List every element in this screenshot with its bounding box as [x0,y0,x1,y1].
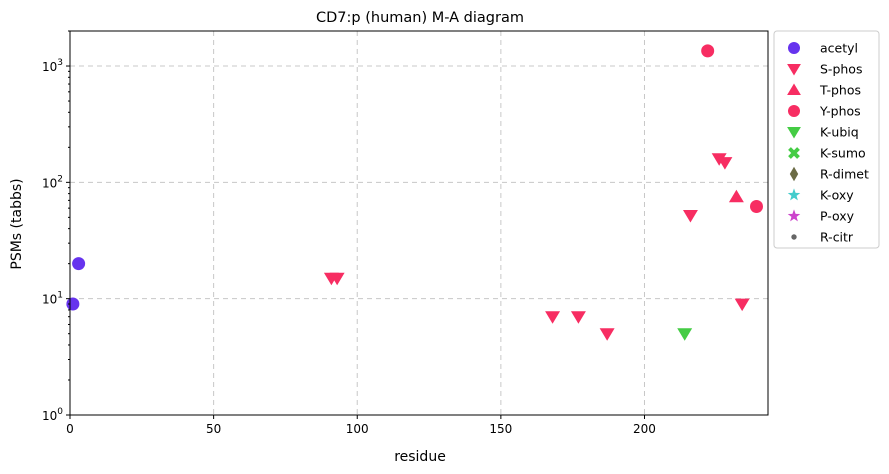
y-tick-exponent: 3 [57,58,63,68]
legend-label: Y-phos [819,104,861,119]
legend-label: K-sumo [820,146,866,161]
x-tick-label: 0 [66,422,74,436]
y-tick-exponent: 1 [57,291,63,301]
legend-marker [788,105,800,117]
data-point-s-phos [545,311,561,324]
legend-label: K-oxy [820,188,854,203]
data-point-y-phos [750,199,764,213]
y-tick-label: 100 [42,407,63,423]
legend-marker [789,166,799,182]
chart-title: CD7:p (human) M-A diagram [316,10,524,26]
legend-marker [788,42,800,54]
data-point-y-phos [701,44,715,58]
legend-label: S-phos [820,62,862,77]
legend-label: R-citr [820,230,854,245]
data-point-s-phos [570,311,586,324]
data-points [66,44,764,341]
x-tick-label: 50 [206,422,221,436]
y-tick-label: 103 [42,58,63,74]
y-tick-base: 10 [42,60,57,74]
data-point-s-phos [599,328,615,341]
x-axis-label: residue [394,449,446,465]
x-tick-label: 100 [346,422,369,436]
legend-marker [787,127,801,139]
data-point-s-phos [682,209,698,223]
grid-lines [69,31,768,416]
legend-marker [787,83,801,95]
legend-label: acetyl [820,41,858,56]
y-tick-base: 10 [42,293,57,307]
legend-marker [788,147,800,159]
data-point-s-phos [329,272,345,286]
data-point-t-phos [728,189,744,203]
plot-area [69,30,769,416]
data-point-acetyl [72,257,86,271]
legend-marker [787,209,801,222]
y-tick-label: 101 [42,291,63,307]
y-axis-label: PSMs (tabbs) [9,178,25,269]
y-tick-base: 10 [42,176,57,190]
legend-label: K-ubiq [820,125,859,140]
data-point-s-phos [734,298,750,312]
data-point-s-phos [717,157,733,170]
y-tick-exponent: 2 [57,174,63,184]
legend-marker [787,64,801,76]
y-tick-label: 102 [42,174,63,190]
x-tick-label: 200 [633,422,656,436]
y-tick-base: 10 [42,409,57,423]
data-point-k-ubiq [677,328,693,341]
legend-label: R-dimet [820,167,869,182]
x-tick-label: 150 [489,422,512,436]
legend-marker [791,234,797,240]
legend-marker [787,188,801,201]
legend: acetyl S-phos T-phos Y-phos K-ubiq K-sumo R-di… [773,30,880,249]
legend-label: T-phos [819,83,861,98]
legend-box [773,30,880,249]
y-tick-exponent: 0 [57,407,63,417]
legend-label: P-oxy [820,209,855,224]
